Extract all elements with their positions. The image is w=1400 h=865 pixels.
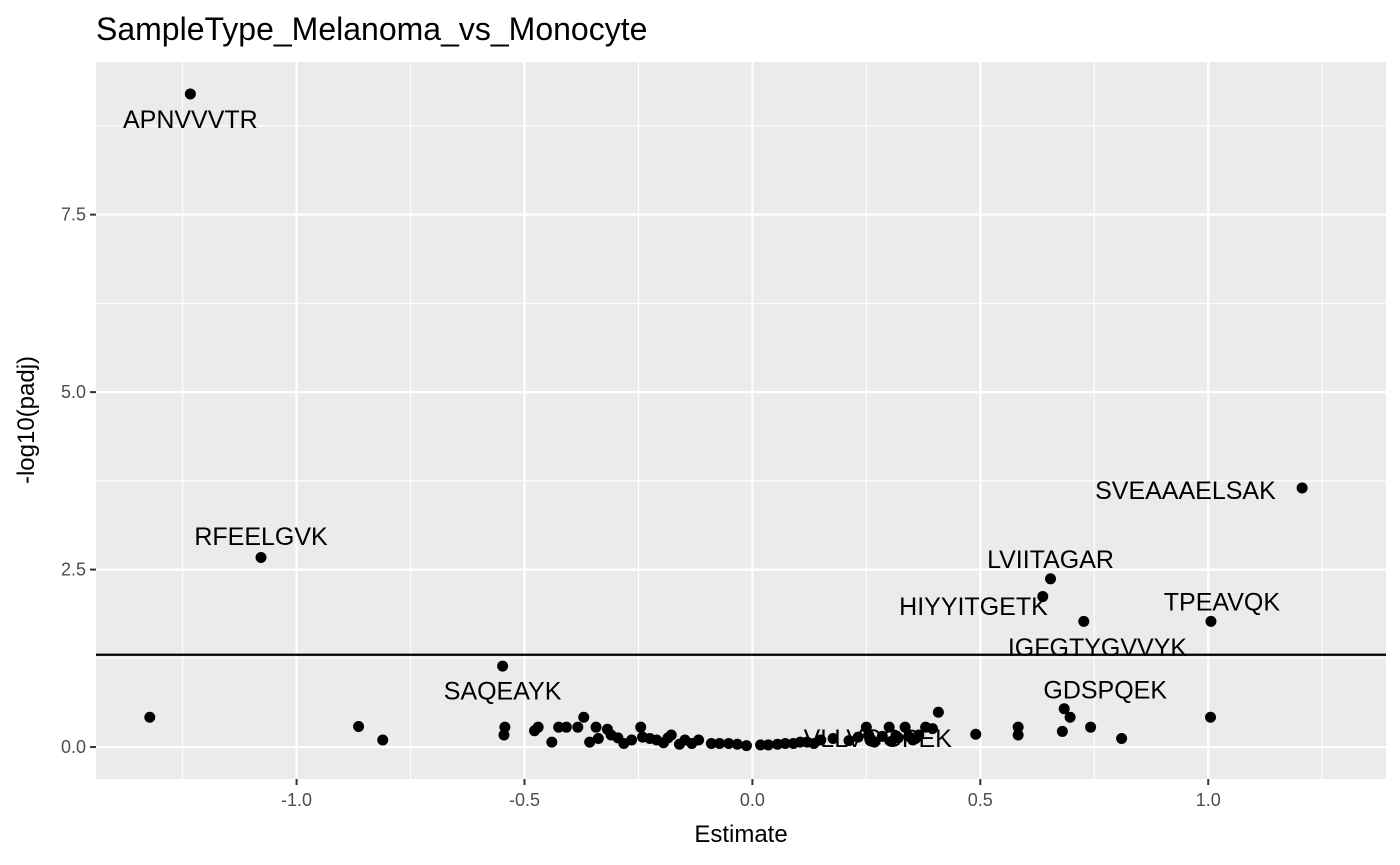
data-point bbox=[353, 720, 365, 732]
data-point bbox=[1037, 591, 1049, 603]
data-point bbox=[578, 711, 590, 723]
data-point bbox=[705, 738, 717, 750]
data-point bbox=[970, 728, 982, 740]
data-point bbox=[1205, 711, 1217, 723]
y-axis-ticks: 0.0 2.5 5.0 7.5 bbox=[61, 205, 96, 757]
data-point bbox=[255, 552, 267, 564]
point-label: VLLVGGPEK bbox=[804, 725, 953, 753]
data-point bbox=[926, 723, 938, 735]
data-point bbox=[693, 734, 705, 746]
data-point bbox=[377, 734, 389, 746]
data-point bbox=[665, 729, 677, 741]
data-point bbox=[932, 706, 944, 718]
data-point bbox=[532, 721, 544, 733]
data-point bbox=[755, 739, 767, 751]
y-tick-label: 7.5 bbox=[61, 205, 86, 225]
data-point bbox=[1012, 729, 1024, 741]
point-labels: APNVVVTR RFEELGVK SAQEAYK SVEAAAELSAK LVIITA… bbox=[123, 106, 1280, 753]
data-point bbox=[869, 736, 881, 748]
data-point bbox=[1058, 703, 1070, 715]
data-point bbox=[883, 721, 895, 733]
x-tick-label: 0.5 bbox=[968, 790, 993, 810]
point-label: SAQEAYK bbox=[444, 677, 562, 705]
data-point bbox=[1012, 721, 1024, 733]
data-point bbox=[899, 721, 911, 733]
data-point bbox=[1078, 615, 1090, 627]
data-point bbox=[144, 711, 156, 723]
data-point bbox=[626, 734, 638, 746]
point-label: IGFGTYGVVYK bbox=[1008, 634, 1188, 662]
x-tick-label: -0.5 bbox=[509, 790, 540, 810]
data-point bbox=[876, 730, 888, 742]
data-point bbox=[498, 729, 510, 741]
data-point bbox=[497, 660, 509, 672]
data-point bbox=[827, 733, 839, 745]
data-point bbox=[843, 735, 855, 747]
data-point bbox=[815, 734, 827, 746]
x-axis-title: Estimate bbox=[694, 821, 787, 848]
point-label: GDSPQEK bbox=[1043, 677, 1167, 705]
y-axis-title: -log10(padj) bbox=[13, 356, 40, 484]
point-label: TPEAVQK bbox=[1164, 589, 1281, 617]
point-label: APNVVVTR bbox=[123, 106, 258, 134]
data-point bbox=[1064, 711, 1076, 723]
data-point bbox=[892, 732, 904, 744]
data-points bbox=[144, 88, 1308, 752]
data-point bbox=[714, 738, 726, 750]
data-point bbox=[635, 721, 647, 733]
data-point bbox=[852, 731, 864, 743]
data-point bbox=[590, 721, 602, 733]
point-label: HIYYITGETK bbox=[899, 593, 1048, 621]
data-point bbox=[913, 729, 925, 741]
data-point bbox=[1296, 482, 1308, 494]
data-point bbox=[1116, 733, 1128, 745]
data-point bbox=[762, 739, 774, 751]
data-point bbox=[740, 740, 752, 752]
x-axis-ticks: -1.0 -0.5 0.0 0.5 1.0 bbox=[281, 779, 1221, 810]
data-point bbox=[1056, 725, 1068, 737]
y-tick-label: 2.5 bbox=[61, 560, 86, 580]
x-tick-label: 0.0 bbox=[740, 790, 765, 810]
plot-panel bbox=[96, 62, 1386, 779]
data-point bbox=[546, 736, 558, 748]
point-label: RFEELGVK bbox=[194, 523, 328, 551]
data-point bbox=[560, 721, 572, 733]
data-point bbox=[572, 721, 584, 733]
data-point bbox=[1205, 615, 1217, 627]
x-tick-label: -1.0 bbox=[281, 790, 312, 810]
y-tick-label: 5.0 bbox=[61, 382, 86, 402]
data-point bbox=[584, 736, 596, 748]
chart-title: SampleType_Melanoma_vs_Monocyte bbox=[96, 11, 647, 47]
data-point bbox=[779, 738, 791, 750]
point-label: LVIITAGAR bbox=[987, 546, 1114, 574]
data-point bbox=[1045, 573, 1057, 585]
data-point bbox=[731, 738, 743, 750]
x-tick-label: 1.0 bbox=[1196, 790, 1221, 810]
major-gridlines bbox=[96, 62, 1386, 779]
data-point bbox=[723, 738, 735, 750]
data-point bbox=[553, 721, 565, 733]
y-tick-label: 0.0 bbox=[61, 737, 86, 757]
data-point bbox=[1085, 721, 1097, 733]
point-label: SVEAAAELSAK bbox=[1095, 477, 1276, 505]
data-point bbox=[184, 88, 196, 100]
data-point bbox=[592, 733, 604, 745]
minor-gridlines bbox=[96, 62, 1386, 779]
